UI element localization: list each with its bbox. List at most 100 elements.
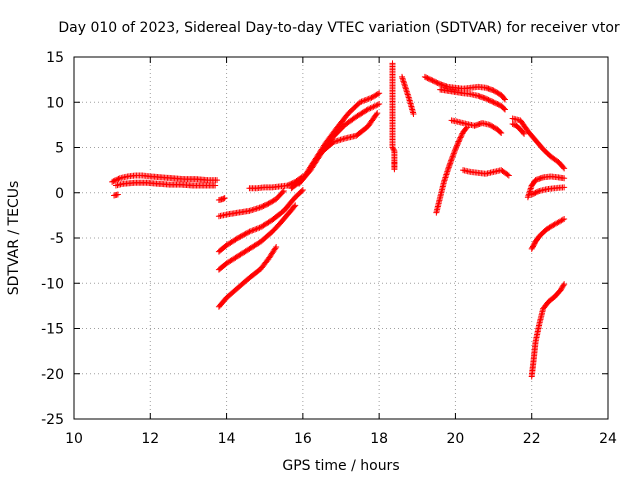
x-tick-label: 22 bbox=[523, 431, 541, 447]
data-point bbox=[429, 77, 436, 84]
data-point bbox=[358, 98, 365, 105]
data-point bbox=[373, 111, 380, 118]
series-arc-04 bbox=[215, 195, 228, 203]
series-arc-21 bbox=[509, 120, 528, 137]
data-point bbox=[452, 145, 459, 152]
data-point bbox=[505, 172, 512, 179]
data-point bbox=[561, 175, 568, 182]
y-tick-label: -25 bbox=[41, 412, 64, 428]
series-arc-17 bbox=[433, 124, 470, 216]
data-point bbox=[367, 95, 374, 102]
data-point bbox=[449, 154, 456, 161]
data-point bbox=[214, 177, 221, 184]
data-point bbox=[246, 228, 253, 235]
x-axis-label: GPS time / hours bbox=[282, 458, 399, 474]
data-point bbox=[427, 76, 433, 83]
data-point bbox=[364, 106, 371, 113]
data-point bbox=[252, 226, 259, 233]
series-arc-08 bbox=[215, 202, 299, 273]
y-tick-label: 5 bbox=[55, 141, 64, 157]
data-point bbox=[561, 184, 568, 191]
data-point bbox=[493, 100, 500, 107]
data-point bbox=[371, 103, 378, 110]
data-point bbox=[253, 225, 260, 232]
data-point bbox=[457, 134, 464, 141]
data-point bbox=[366, 105, 373, 112]
data-point bbox=[452, 146, 459, 153]
data-point bbox=[454, 142, 461, 149]
data-point bbox=[242, 230, 249, 237]
data-point bbox=[374, 101, 381, 108]
data-point bbox=[502, 106, 509, 113]
data-point bbox=[533, 189, 540, 196]
x-tick-label: 24 bbox=[599, 431, 617, 447]
data-point bbox=[111, 177, 118, 184]
data-point bbox=[365, 95, 372, 102]
data-point bbox=[257, 204, 264, 211]
data-point bbox=[485, 96, 492, 103]
data-point bbox=[482, 95, 489, 102]
series-arc-22 bbox=[524, 173, 568, 201]
data-point bbox=[374, 90, 381, 97]
data-point bbox=[453, 143, 460, 150]
axis-ticks bbox=[73, 56, 609, 420]
data-point bbox=[495, 101, 502, 108]
data-point bbox=[235, 235, 242, 241]
data-point bbox=[264, 201, 271, 208]
data-point bbox=[456, 135, 463, 142]
data-point bbox=[435, 80, 442, 87]
series-arc-24 bbox=[528, 215, 568, 252]
data-point bbox=[240, 232, 247, 239]
series-arc-12 bbox=[307, 110, 381, 171]
data-point bbox=[559, 216, 566, 223]
data-point bbox=[221, 195, 228, 202]
data-point bbox=[532, 189, 539, 196]
data-point bbox=[249, 227, 256, 234]
data-point bbox=[291, 203, 298, 210]
data-point bbox=[489, 98, 496, 105]
data-point bbox=[488, 98, 495, 105]
data-point bbox=[361, 97, 368, 104]
data-point bbox=[299, 187, 306, 194]
y-tick-label: 0 bbox=[55, 186, 64, 202]
data-point bbox=[261, 202, 268, 209]
data-point bbox=[497, 129, 504, 136]
data-point bbox=[110, 178, 117, 185]
data-point bbox=[490, 99, 497, 106]
data-point bbox=[428, 76, 435, 83]
data-point bbox=[373, 102, 380, 109]
data-point bbox=[367, 105, 374, 112]
data-point bbox=[115, 175, 122, 182]
y-tick-label: -15 bbox=[41, 322, 64, 338]
data-point bbox=[449, 153, 456, 160]
data-point bbox=[501, 95, 508, 102]
series-arc-14 bbox=[399, 73, 417, 118]
series-arc-20 bbox=[509, 115, 568, 172]
data-point bbox=[560, 282, 567, 289]
y-tick-label: -20 bbox=[41, 367, 64, 383]
data-point bbox=[424, 75, 431, 82]
data-point bbox=[486, 97, 493, 104]
data-point bbox=[272, 245, 279, 252]
x-tick-label: 16 bbox=[294, 431, 312, 447]
data-point bbox=[504, 171, 511, 178]
data-point bbox=[237, 233, 244, 240]
data-point bbox=[329, 140, 336, 147]
data-point bbox=[448, 156, 455, 163]
data-point bbox=[491, 99, 498, 106]
data-point bbox=[454, 141, 461, 148]
data-point bbox=[521, 130, 528, 137]
data-point bbox=[510, 121, 517, 128]
data-point bbox=[363, 107, 370, 114]
data-point bbox=[109, 178, 116, 185]
data-point bbox=[451, 147, 458, 154]
data-point bbox=[456, 137, 463, 144]
series-arc-01 bbox=[109, 172, 221, 185]
data-point bbox=[421, 73, 428, 80]
data-point bbox=[494, 101, 501, 108]
y-tick-label: 15 bbox=[46, 50, 64, 66]
data-point bbox=[245, 229, 252, 236]
data-point bbox=[458, 131, 465, 138]
data-point bbox=[390, 146, 397, 153]
data-point bbox=[451, 149, 458, 156]
